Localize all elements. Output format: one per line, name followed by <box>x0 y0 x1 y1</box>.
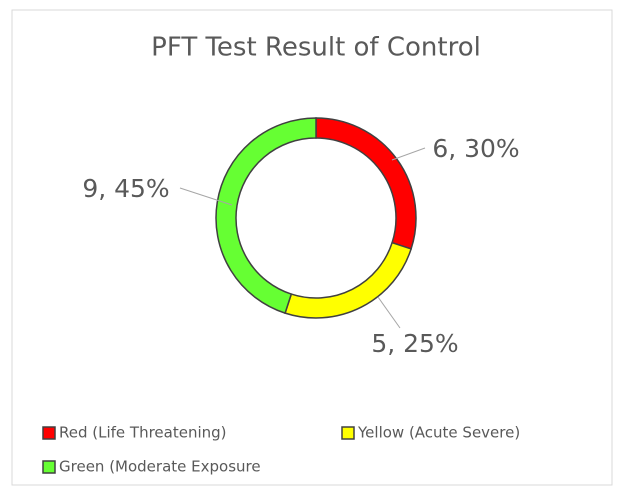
legend-label: Yellow (Acute Severe) <box>357 424 520 442</box>
chart-title: PFT Test Result of Control <box>151 33 481 63</box>
leader-line <box>391 147 426 161</box>
legend-swatch <box>42 460 56 474</box>
data-label: 6, 30% <box>432 134 519 163</box>
donut-segment <box>215 117 317 315</box>
chart-frame <box>11 9 613 486</box>
legend-swatch <box>341 426 355 440</box>
legend-swatch <box>42 426 56 440</box>
legend-label: Green (Moderate Exposure <box>59 458 261 476</box>
leader-line <box>179 187 233 206</box>
legend-label: Red (Life Threatening) <box>59 424 227 442</box>
leader-line <box>377 296 401 329</box>
data-label: 9, 45% <box>82 174 169 203</box>
data-label: 5, 25% <box>371 329 458 358</box>
